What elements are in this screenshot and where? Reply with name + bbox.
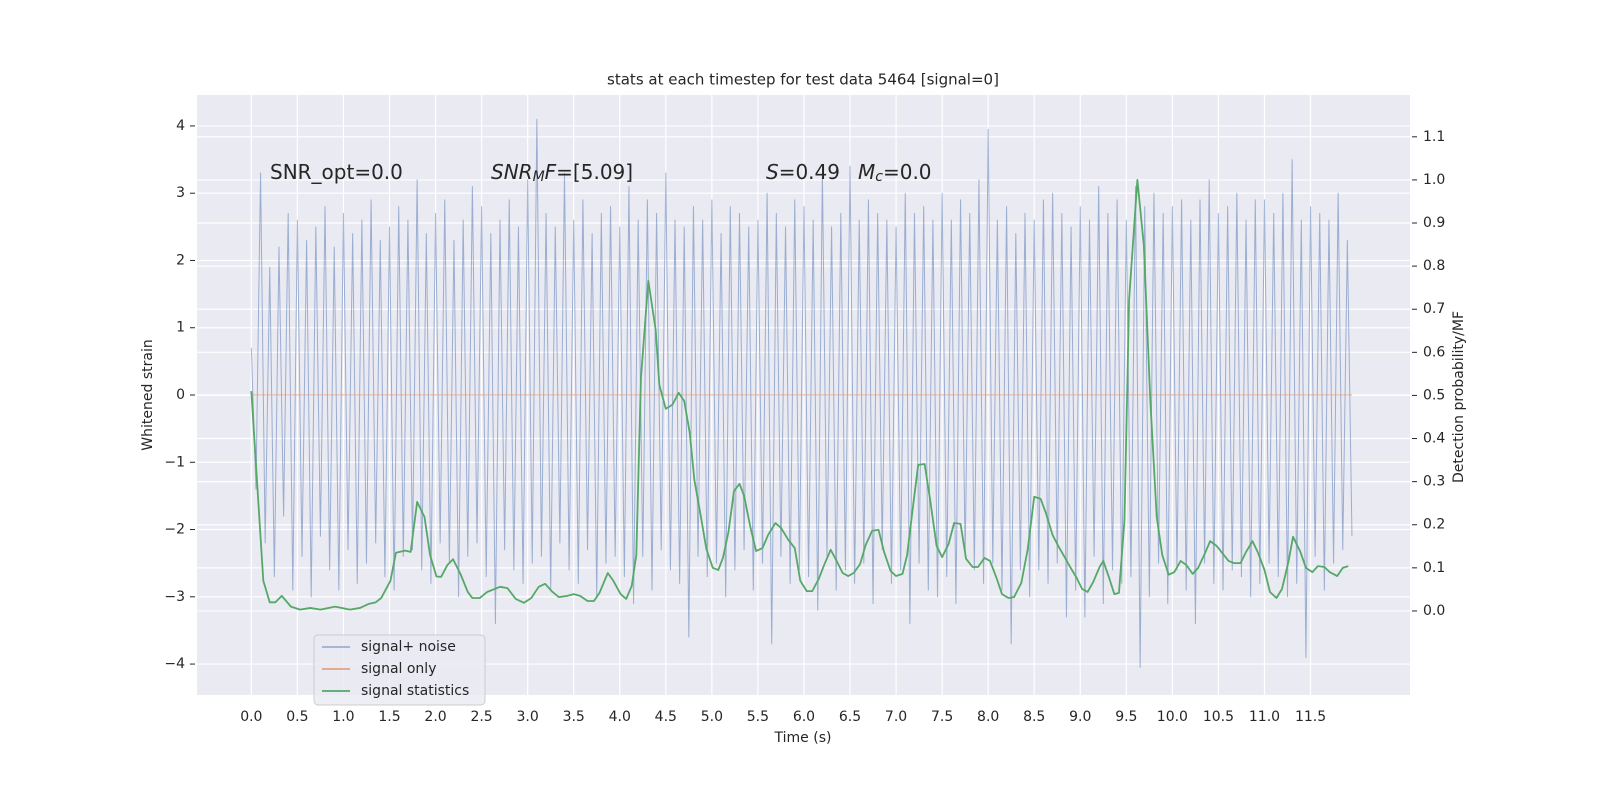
x-tick-label: 4.0 bbox=[609, 709, 631, 725]
annotation-part: M bbox=[858, 160, 875, 184]
annotation: Mc=0.0 bbox=[858, 160, 932, 185]
chart-title: stats at each timestep for test data 546… bbox=[607, 71, 999, 89]
y2-tick-label: 0.1 bbox=[1423, 560, 1445, 576]
x-tick-label: 1.5 bbox=[378, 709, 400, 725]
annotation-part: SNR bbox=[491, 160, 533, 184]
annotation-part: SNR_opt=0.0 bbox=[270, 160, 403, 184]
annotation: SNR_opt=0.0 bbox=[270, 160, 403, 184]
x-tick-label: 3.5 bbox=[563, 709, 585, 725]
x-tick-label: 1.0 bbox=[332, 709, 354, 725]
annotation: SNRMF=[5.09] bbox=[491, 160, 633, 185]
x-tick-label: 9.5 bbox=[1115, 709, 1137, 725]
x-tick-label: 4.5 bbox=[655, 709, 677, 725]
x-tick-label: 10.5 bbox=[1203, 709, 1234, 725]
y2-tick-label: 0.2 bbox=[1423, 517, 1445, 533]
x-tick-label: 7.5 bbox=[931, 709, 953, 725]
y-tick-label: 3 bbox=[176, 185, 185, 201]
legend-label: signal only bbox=[361, 661, 436, 677]
y2-tick-label: 0.7 bbox=[1423, 301, 1445, 317]
x-tick-label: 5.5 bbox=[747, 709, 769, 725]
series-line bbox=[250, 179, 1349, 611]
x-tick-label: 2.5 bbox=[470, 709, 492, 725]
annotation-part: =0.0 bbox=[883, 160, 932, 184]
x-tick-label: 11.5 bbox=[1295, 709, 1326, 725]
annotation-part: =0.49 bbox=[779, 160, 840, 184]
x-tick-label: 5.0 bbox=[701, 709, 723, 725]
y-axis-label: Whitened strain bbox=[140, 339, 156, 450]
y-tick-label: −2 bbox=[164, 522, 185, 538]
annotation-part: =[5.09] bbox=[556, 160, 633, 184]
x-tick-label: 11.0 bbox=[1249, 709, 1280, 725]
y2-tick-label: 0.5 bbox=[1423, 387, 1445, 403]
x-tick-label: 0.5 bbox=[286, 709, 308, 725]
x-tick-label: 7.0 bbox=[885, 709, 907, 725]
y-tick-label: −4 bbox=[164, 656, 185, 672]
y2-tick-label: 0.4 bbox=[1423, 431, 1445, 447]
y2-tick-label: 0.3 bbox=[1423, 474, 1445, 490]
x-tick-label: 6.0 bbox=[793, 709, 815, 725]
x-tick-label: 0.0 bbox=[240, 709, 262, 725]
legend-box bbox=[313, 634, 486, 706]
y-tick-label: 2 bbox=[176, 252, 185, 268]
x-tick-label: 10.0 bbox=[1157, 709, 1188, 725]
x-tick-label: 6.5 bbox=[839, 709, 861, 725]
series-line bbox=[250, 118, 1353, 668]
y-tick-label: 0 bbox=[176, 387, 185, 403]
annotation-part: M bbox=[533, 169, 545, 185]
y-tick-label: −3 bbox=[164, 589, 185, 605]
legend-label: signal+ noise bbox=[361, 639, 456, 655]
annotation-part: c bbox=[875, 169, 883, 185]
x-tick-label: 2.0 bbox=[424, 709, 446, 725]
x-tick-label: 8.5 bbox=[1023, 709, 1045, 725]
annotation: S=0.49 bbox=[766, 160, 840, 184]
y2-tick-label: 1.1 bbox=[1423, 129, 1445, 145]
annotation-part: F bbox=[545, 160, 557, 184]
y2-axis-label: Detection probability/MF bbox=[1451, 311, 1467, 483]
x-axis-label: Time (s) bbox=[774, 730, 832, 746]
y2-tick-label: 0.0 bbox=[1423, 603, 1445, 619]
y-tick-label: 1 bbox=[176, 320, 185, 336]
x-tick-label: 8.0 bbox=[977, 709, 999, 725]
annotation-part: S bbox=[766, 160, 779, 184]
legend-label: signal statistics bbox=[361, 683, 469, 699]
y-tick-label: −1 bbox=[164, 454, 185, 470]
x-tick-label: 3.0 bbox=[517, 709, 539, 725]
x-tick-label: 9.0 bbox=[1069, 709, 1091, 725]
y2-tick-label: 0.9 bbox=[1423, 215, 1445, 231]
y2-tick-label: 1.0 bbox=[1423, 172, 1445, 188]
y2-tick-label: 0.6 bbox=[1423, 344, 1445, 360]
y2-tick-label: 0.8 bbox=[1423, 258, 1445, 274]
y-tick-label: 4 bbox=[176, 118, 185, 134]
